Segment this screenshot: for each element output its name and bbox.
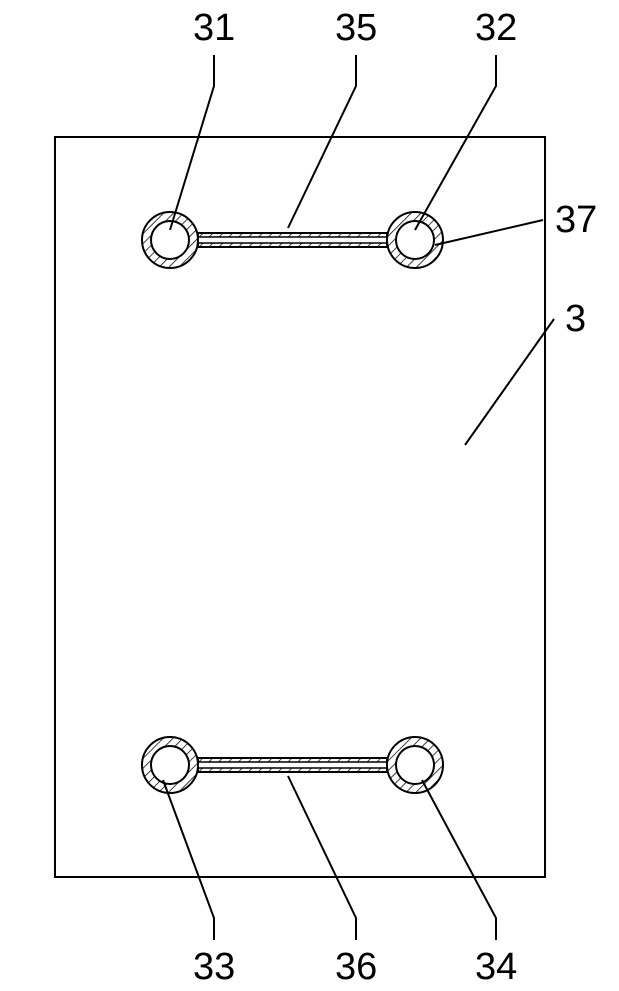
label-33: 33 bbox=[193, 946, 235, 989]
leader-3 bbox=[465, 319, 554, 445]
leader-37 bbox=[435, 220, 543, 245]
leader-35 bbox=[288, 55, 356, 228]
label-35: 35 bbox=[335, 7, 377, 50]
leader-33 bbox=[163, 780, 214, 940]
label-3: 3 bbox=[565, 298, 586, 341]
hole-bottom-right bbox=[387, 737, 443, 793]
label-36: 36 bbox=[335, 946, 377, 989]
hole-bottom-left bbox=[142, 737, 198, 793]
hole-top-left bbox=[142, 212, 198, 268]
label-37: 37 bbox=[555, 199, 597, 242]
label-31: 31 bbox=[193, 7, 235, 50]
leader-36 bbox=[288, 776, 356, 940]
label-32: 32 bbox=[475, 7, 517, 50]
top-connector bbox=[198, 233, 387, 247]
leader-34 bbox=[422, 780, 496, 940]
leader-32 bbox=[415, 55, 496, 230]
leader-31 bbox=[170, 55, 214, 230]
hole-top-right bbox=[387, 212, 443, 268]
diagram-root: 31 35 32 37 3 33 36 34 bbox=[0, 0, 619, 991]
leader-lines bbox=[163, 55, 554, 940]
bottom-connector bbox=[198, 758, 387, 772]
diagram-svg bbox=[0, 0, 619, 991]
label-34: 34 bbox=[475, 946, 517, 989]
